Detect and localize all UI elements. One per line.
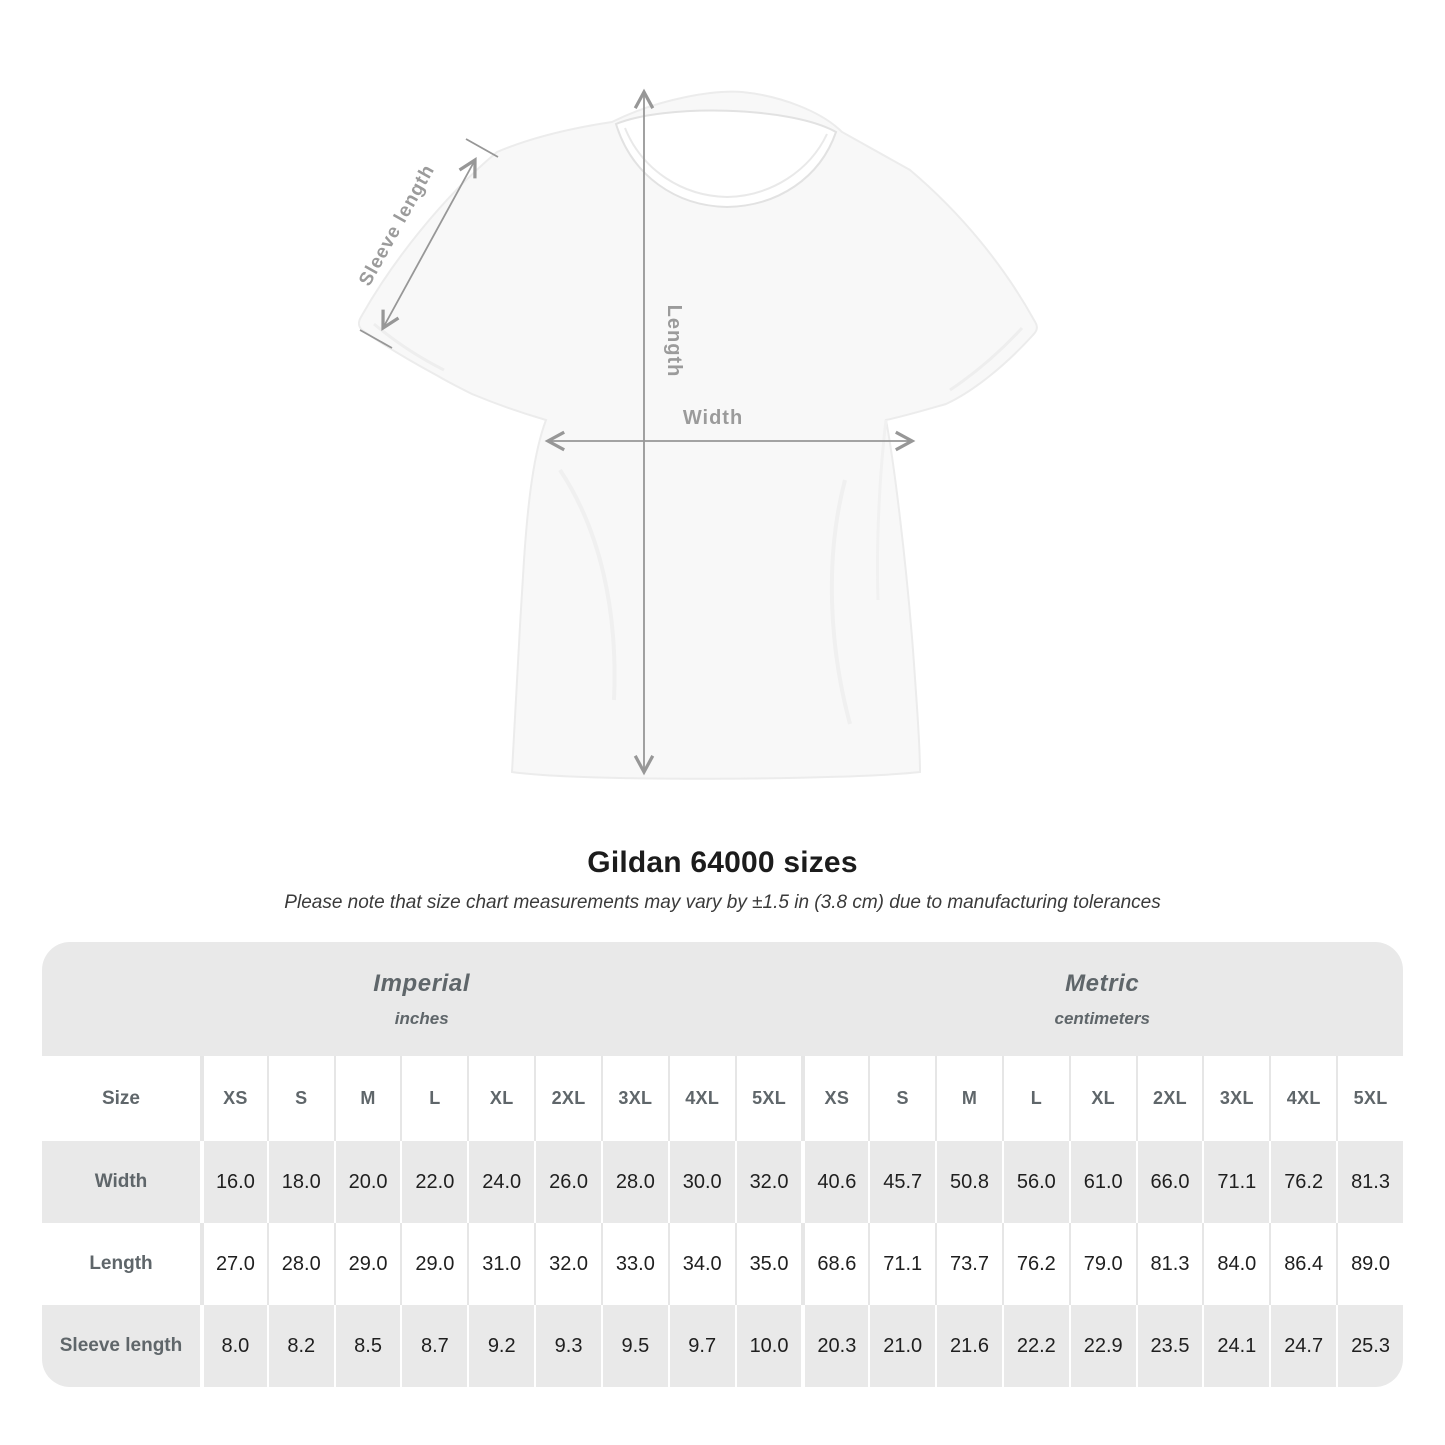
- value-cell: 84.0: [1202, 1223, 1270, 1305]
- table-row-width: Width 16.0 18.0 20.0 22.0 24.0 26.0 28.0 30.0 32.…: [42, 1141, 1403, 1223]
- size-header-imperial-4xl: 4XL: [667, 1056, 735, 1141]
- value-cell: 68.6: [801, 1223, 869, 1305]
- group-header-imperial: Imperial inches: [42, 942, 802, 1056]
- size-header-imperial-3xl: 3XL: [600, 1056, 668, 1141]
- size-header-metric-2xl: 2XL: [1135, 1056, 1203, 1141]
- unit-group-row: Imperial inches Metric centimeters: [42, 942, 1403, 1056]
- value-cell: 81.3: [1336, 1141, 1403, 1223]
- size-table: Imperial inches Metric centimeters Size XS S M L…: [42, 942, 1403, 1387]
- value-cell: 61.0: [1068, 1141, 1136, 1223]
- value-cell: 30.0: [667, 1141, 735, 1223]
- size-header-imperial-s: S: [266, 1056, 334, 1141]
- value-cell: 23.5: [1135, 1305, 1203, 1387]
- value-cell: 24.1: [1202, 1305, 1270, 1387]
- value-cell: 28.0: [266, 1223, 334, 1305]
- size-column-header: Size: [42, 1056, 200, 1141]
- sleeve-length-arrow: [359, 138, 499, 349]
- value-cell: 86.4: [1269, 1223, 1337, 1305]
- value-cell: 25.3: [1336, 1305, 1403, 1387]
- value-cell: 9.7: [667, 1305, 735, 1387]
- value-cell: 10.0: [734, 1305, 802, 1387]
- size-header-imperial-l: L: [400, 1056, 468, 1141]
- value-cell: 22.0: [400, 1141, 468, 1223]
- value-cell: 35.0: [734, 1223, 802, 1305]
- value-cell: 28.0: [600, 1141, 668, 1223]
- size-header-metric-3xl: 3XL: [1202, 1056, 1270, 1141]
- size-header-imperial-m: M: [333, 1056, 401, 1141]
- size-header-metric-5xl: 5XL: [1336, 1056, 1403, 1141]
- value-cell: 66.0: [1135, 1141, 1203, 1223]
- value-cell: 89.0: [1336, 1223, 1403, 1305]
- width-label: Width: [683, 407, 743, 429]
- value-cell: 22.9: [1068, 1305, 1136, 1387]
- value-cell: 22.2: [1001, 1305, 1069, 1387]
- tolerance-note: Please note that size chart measurements…: [284, 892, 1161, 913]
- size-header-metric-l: L: [1001, 1056, 1069, 1141]
- value-cell: 32.0: [534, 1223, 601, 1305]
- size-header-row: Size XS S M L XL 2XL 3XL 4XL 5XL XS S M L XL 2XL 3XL 4XL 5…: [42, 1056, 1403, 1141]
- value-cell: 34.0: [667, 1223, 735, 1305]
- value-cell: 8.7: [400, 1305, 468, 1387]
- value-cell: 71.1: [868, 1223, 936, 1305]
- table-row-length: Length 27.0 28.0 29.0 29.0 31.0 32.0 33.0 34.0 35…: [42, 1223, 1403, 1305]
- table-row-sleeve-length: Sleeve length 8.0 8.2 8.5 8.7 9.2 9.3 9.5 9.7 10.…: [42, 1305, 1403, 1387]
- value-cell: 8.0: [200, 1305, 267, 1387]
- value-cell: 18.0: [266, 1141, 334, 1223]
- size-header-imperial-5xl: 5XL: [734, 1056, 802, 1141]
- row-label: Length: [42, 1223, 200, 1305]
- size-header-imperial-2xl: 2XL: [534, 1056, 601, 1141]
- size-header-imperial-xs: XS: [200, 1056, 267, 1141]
- size-header-metric-s: S: [868, 1056, 936, 1141]
- size-table-container: Imperial inches Metric centimeters Size XS S M L…: [42, 942, 1403, 1387]
- value-cell: 9.2: [467, 1305, 535, 1387]
- value-cell: 21.0: [868, 1305, 936, 1387]
- value-cell: 31.0: [467, 1223, 535, 1305]
- row-label: Sleeve length: [42, 1305, 200, 1387]
- length-label: Length: [663, 305, 685, 378]
- value-cell: 45.7: [868, 1141, 936, 1223]
- value-cell: 32.0: [734, 1141, 802, 1223]
- value-cell: 24.0: [467, 1141, 535, 1223]
- group-header-metric: Metric centimeters: [801, 942, 1403, 1056]
- value-cell: 26.0: [534, 1141, 601, 1223]
- size-header-metric-4xl: 4XL: [1269, 1056, 1337, 1141]
- value-cell: 81.3: [1135, 1223, 1203, 1305]
- value-cell: 20.0: [333, 1141, 401, 1223]
- value-cell: 20.3: [801, 1305, 869, 1387]
- value-cell: 29.0: [333, 1223, 401, 1305]
- value-cell: 33.0: [600, 1223, 668, 1305]
- value-cell: 29.0: [400, 1223, 468, 1305]
- value-cell: 40.6: [801, 1141, 869, 1223]
- value-cell: 16.0: [200, 1141, 267, 1223]
- value-cell: 8.2: [266, 1305, 334, 1387]
- value-cell: 73.7: [935, 1223, 1002, 1305]
- value-cell: 76.2: [1269, 1141, 1337, 1223]
- value-cell: 9.3: [534, 1305, 601, 1387]
- page-title: Gildan 64000 sizes: [587, 846, 858, 879]
- value-cell: 8.5: [333, 1305, 401, 1387]
- size-header-metric-xl: XL: [1068, 1056, 1136, 1141]
- row-label: Width: [42, 1141, 200, 1223]
- value-cell: 79.0: [1068, 1223, 1136, 1305]
- tshirt-measurement-diagram: Length Width Sleeve length: [355, 88, 1038, 780]
- value-cell: 50.8: [935, 1141, 1002, 1223]
- size-header-imperial-xl: XL: [467, 1056, 535, 1141]
- value-cell: 21.6: [935, 1305, 1002, 1387]
- value-cell: 76.2: [1001, 1223, 1069, 1305]
- size-header-metric-xs: XS: [801, 1056, 869, 1141]
- tshirt-image: [357, 90, 1038, 780]
- value-cell: 24.7: [1269, 1305, 1337, 1387]
- value-cell: 27.0: [200, 1223, 267, 1305]
- value-cell: 9.5: [600, 1305, 668, 1387]
- value-cell: 56.0: [1001, 1141, 1069, 1223]
- size-header-metric-m: M: [935, 1056, 1002, 1141]
- value-cell: 71.1: [1202, 1141, 1270, 1223]
